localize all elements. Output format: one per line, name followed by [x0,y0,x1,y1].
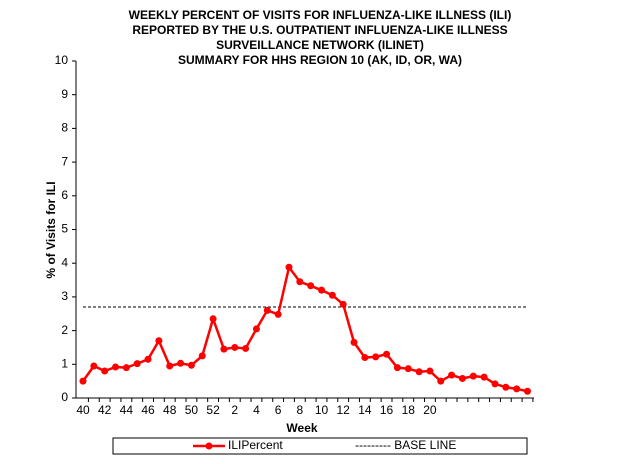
data-point [285,263,293,271]
data-point [220,345,228,353]
data-point [79,377,87,385]
x-tick-label: 14 [358,403,372,417]
data-point [328,291,336,299]
data-point [187,361,195,369]
y-tick-label: 2 [61,323,68,337]
data-point [426,367,434,375]
data-point [252,325,260,333]
x-tick-label: 46 [141,403,155,417]
data-point [415,368,423,376]
data-point [458,374,466,382]
y-tick-label: 4 [61,255,68,269]
y-tick-label: 7 [61,154,68,168]
data-point [263,306,271,314]
data-point [122,364,130,372]
chart-title: SURVEILLANCE NETWORK (ILINET) [216,38,424,52]
x-tick-label: 18 [402,403,416,417]
legend-box [112,437,528,455]
y-tick-label: 1 [61,356,68,370]
x-tick-label: 50 [185,403,199,417]
y-tick-label: 3 [61,289,68,303]
x-tick-label: 2 [231,403,238,417]
data-point [144,355,152,363]
data-point [437,377,445,385]
data-point [242,344,250,352]
data-point [166,362,174,370]
x-tick-label: 8 [296,403,303,417]
data-point [209,315,217,323]
data-point [469,372,477,380]
x-axis-label: Week [286,421,317,435]
data-point [101,367,109,375]
data-point [350,338,358,346]
chart-title: SUMMARY FOR HHS REGION 10 (AK, ID, OR, W… [178,53,462,67]
data-point [502,383,510,391]
chart-title: WEEKLY PERCENT OF VISITS FOR INFLUENZA-L… [129,8,512,22]
data-point [177,359,185,367]
data-point [318,286,326,294]
x-tick-label: 48 [163,403,177,417]
data-point [480,373,488,381]
legend-swatch [205,442,213,450]
data-point [339,300,347,308]
x-tick-label: 42 [98,403,112,417]
y-tick-label: 0 [61,390,68,404]
data-point [155,337,163,345]
x-tick-label: 10 [315,403,329,417]
x-tick-label: 40 [76,403,90,417]
data-point [524,387,531,395]
data-point [393,364,401,372]
x-tick-label: 44 [120,403,134,417]
data-point [383,350,391,358]
x-tick-label: 6 [275,403,282,417]
data-point [296,278,304,286]
data-point [274,310,282,318]
legend-label: --------- BASE LINE [355,438,456,452]
y-axis-label: % of Visits for ILI [44,181,58,278]
data-point [372,353,380,361]
data-point [491,380,499,388]
x-tick-label: 20 [423,403,437,417]
data-point [112,363,120,371]
y-tick-label: 10 [55,53,69,67]
data-point [361,354,369,362]
x-tick-label: 12 [337,403,351,417]
legend-label: ILIPercent [228,438,283,452]
data-point [448,371,456,379]
x-tick-label: 52 [206,403,220,417]
data-point [404,365,412,373]
data-point [198,352,206,360]
data-point [513,385,521,393]
data-point [307,282,315,290]
x-tick-label: 4 [253,403,260,417]
y-tick-label: 8 [61,121,68,135]
y-tick-label: 5 [61,222,68,236]
chart-title: REPORTED BY THE U.S. OUTPATIENT INFLUENZ… [132,23,507,37]
x-tick-label: 16 [380,403,394,417]
y-tick-label: 9 [61,87,68,101]
data-point [133,360,141,368]
data-point [231,343,239,351]
y-tick-label: 6 [61,188,68,202]
data-point [90,362,98,370]
